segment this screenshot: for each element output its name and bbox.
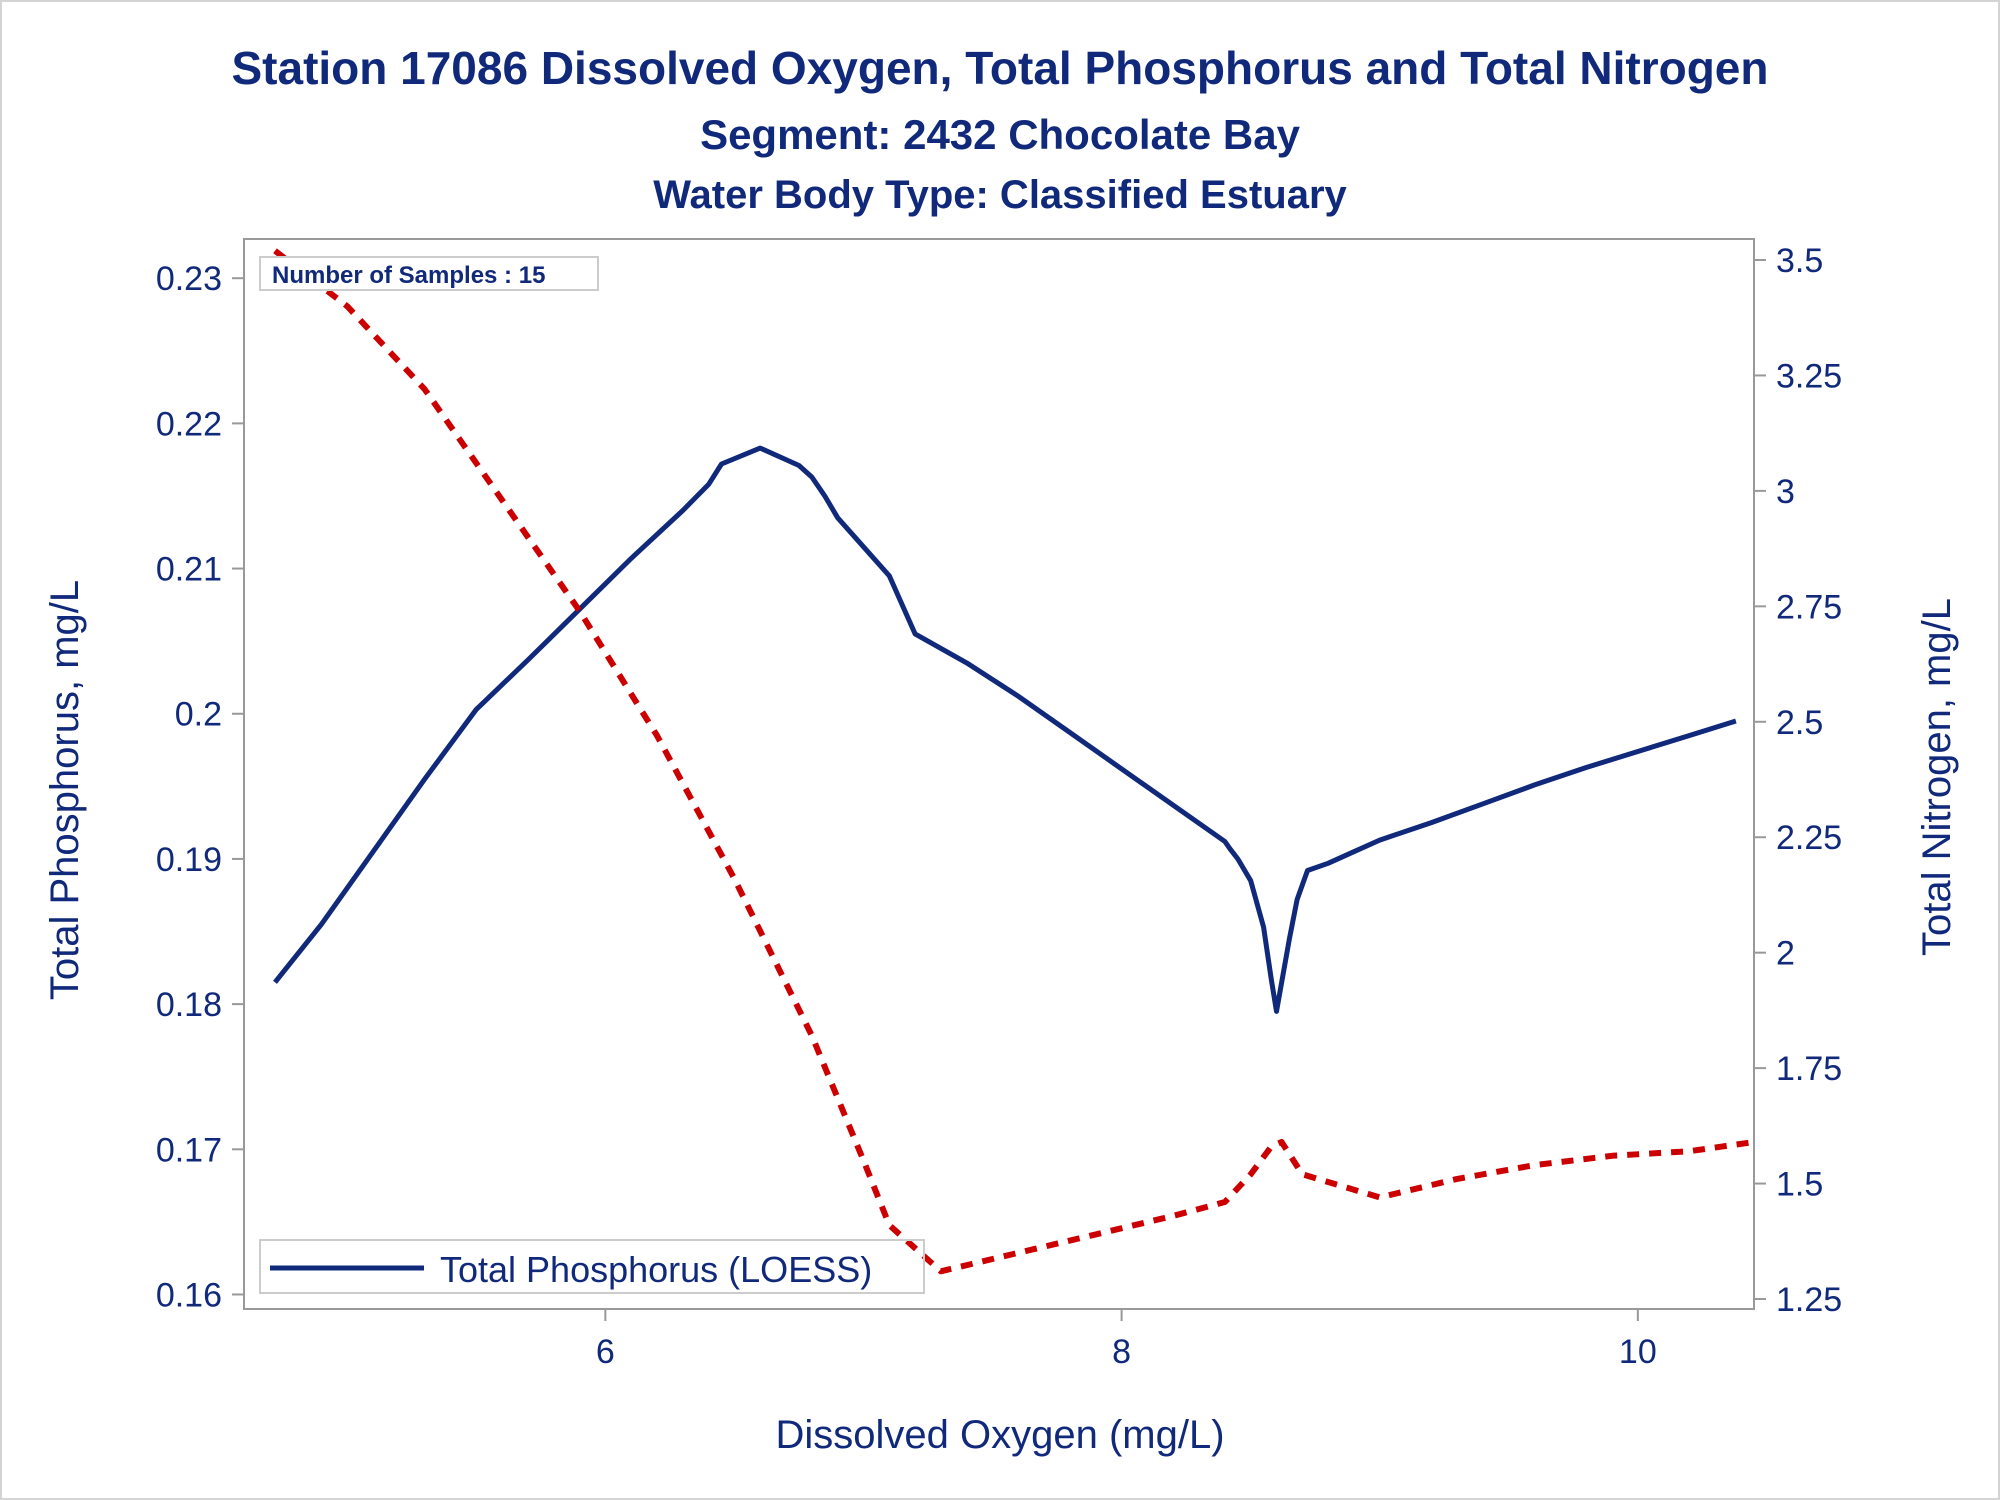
y-right-tick-label: 2 — [1776, 935, 1795, 973]
plot-area — [243, 238, 1755, 1310]
plot-border — [243, 238, 1755, 1310]
sample-count-note: Number of Samples : 15 — [272, 262, 545, 289]
y-left-tick-label: 0.23 — [156, 260, 222, 298]
y-left-tick-label: 0.19 — [156, 841, 222, 879]
legend-box — [259, 1239, 925, 1294]
y-left-tick-label: 0.22 — [156, 405, 222, 443]
y-left-tick-label: 0.21 — [156, 551, 222, 589]
y-right-tick-label: 3 — [1776, 473, 1795, 511]
y-right-tick-label: 2.25 — [1776, 819, 1842, 857]
x-tick-label: 10 — [1619, 1333, 1657, 1371]
y-right-tick-label: 2.75 — [1776, 588, 1842, 626]
y-right-tick-label: 3.5 — [1776, 242, 1823, 280]
y-right-tick-label: 1.5 — [1776, 1166, 1823, 1204]
chart-title: Station 17086 Dissolved Oxygen, Total Ph… — [231, 42, 1768, 94]
x-tick-label: 6 — [596, 1333, 615, 1371]
y-axis-right-label: Total Nitrogen, mg/L — [1915, 598, 1959, 956]
y-left-tick-label: 0.18 — [156, 986, 222, 1024]
legend-label: Total Phosphorus (LOESS) — [440, 1249, 872, 1290]
chart-subtitle-2: Water Body Type: Classified Estuary — [653, 173, 1347, 217]
chart-subtitle: Segment: 2432 Chocolate Bay — [700, 111, 1301, 158]
series-line-phosphorus — [273, 445, 1737, 1014]
axis-ticks: 6 8 10 0.16 0.17 0.18 0.19 0.2 0.21 0.22 0.23 1.25 1… — [156, 242, 1842, 1371]
y-left-tick-label: 0.16 — [156, 1276, 222, 1314]
y-right-tick-label: 1.25 — [1776, 1281, 1842, 1319]
y-axis-left-label: Total Phosphorus, mg/L — [43, 580, 87, 1000]
y-left-tick-label: 0.2 — [175, 696, 222, 734]
x-axis-label: Dissolved Oxygen (mg/L) — [775, 1413, 1224, 1457]
y-right-tick-label: 1.75 — [1776, 1050, 1842, 1088]
y-right-tick-label: 3.25 — [1776, 357, 1842, 395]
y-right-tick-label: 2.5 — [1776, 704, 1823, 742]
y-left-tick-label: 0.17 — [156, 1131, 222, 1169]
sample-count-box — [259, 256, 599, 291]
x-tick-label: 8 — [1112, 1333, 1131, 1371]
series-line-nitrogen — [273, 248, 1755, 1275]
